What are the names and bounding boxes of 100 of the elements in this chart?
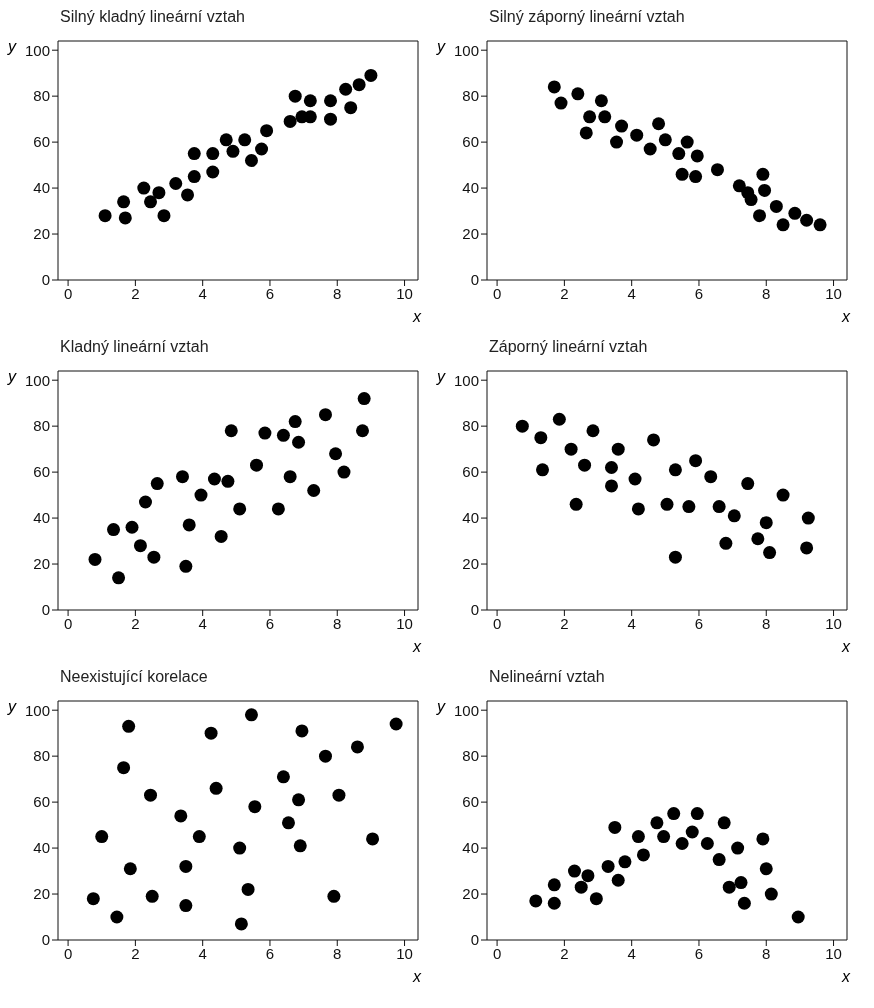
point [668, 550, 682, 564]
y-tick-label: 60 [33, 463, 50, 481]
point [689, 454, 703, 468]
point [288, 89, 302, 103]
y-tick-label: 40 [462, 839, 479, 857]
point [324, 94, 338, 108]
point [668, 463, 682, 477]
point [529, 894, 543, 908]
point [759, 862, 773, 876]
x-tick-label: 0 [63, 944, 73, 962]
x-axis-title: x [842, 638, 850, 656]
x-tick-label: 2 [560, 944, 569, 962]
point [276, 428, 290, 442]
x-tick-label: 8 [333, 284, 342, 302]
point [581, 869, 595, 883]
y-tick-label: 80 [462, 417, 479, 435]
y-axis-title: y [437, 38, 445, 56]
point [221, 474, 235, 488]
point [744, 193, 758, 207]
point [690, 807, 704, 821]
point [233, 502, 247, 516]
y-tick-label: 20 [462, 555, 479, 573]
point [144, 788, 158, 802]
x-tick-label: 0 [63, 284, 73, 302]
point [206, 147, 220, 161]
point [547, 896, 561, 910]
point [776, 218, 790, 232]
point [643, 142, 657, 156]
point [675, 836, 689, 850]
point [86, 892, 100, 906]
x-tick-label: 4 [198, 284, 207, 302]
point [98, 209, 112, 223]
point [206, 165, 220, 179]
point [758, 183, 772, 197]
point [283, 470, 297, 484]
point [288, 415, 302, 429]
point [618, 855, 632, 869]
point [704, 470, 718, 484]
point [608, 820, 622, 834]
point [244, 154, 258, 167]
point [586, 424, 600, 438]
y-tick-label: 20 [33, 885, 50, 903]
point [271, 502, 285, 516]
x-tick-label: 2 [560, 284, 569, 302]
point [179, 859, 193, 873]
y-tick-label: 0 [41, 931, 50, 949]
x-tick-label: 10 [825, 944, 842, 962]
point [110, 910, 124, 924]
x-tick-label: 6 [694, 614, 704, 632]
y-tick-label: 80 [33, 747, 50, 765]
y-tick-label: 80 [33, 87, 50, 105]
point [552, 412, 566, 426]
point [675, 167, 689, 181]
point [610, 135, 624, 149]
y-axis-title: y [437, 368, 445, 386]
point [292, 435, 306, 449]
point [628, 472, 642, 486]
point [579, 126, 593, 140]
point [604, 461, 618, 475]
x-tick-label: 10 [396, 284, 413, 302]
point [611, 442, 625, 456]
x-tick-label: 8 [762, 614, 771, 632]
point [689, 170, 703, 184]
point [234, 917, 248, 931]
point [791, 910, 805, 924]
point [753, 209, 767, 223]
point [712, 853, 726, 867]
point [574, 880, 588, 894]
point [122, 719, 136, 733]
point [652, 117, 666, 131]
point [250, 458, 264, 472]
point [731, 841, 745, 855]
y-tick-label: 0 [470, 271, 479, 289]
y-axis-title: y [8, 698, 16, 716]
point [389, 717, 403, 731]
chart-title: Záporný lineární vztah [489, 338, 649, 357]
point [107, 523, 121, 537]
x-tick-label: 2 [131, 944, 140, 962]
point [569, 497, 583, 511]
point [650, 816, 664, 830]
x-tick-label: 4 [627, 284, 636, 302]
point [536, 463, 550, 477]
y-tick-label: 60 [33, 133, 50, 151]
point [147, 550, 161, 564]
x-tick-label: 4 [627, 614, 636, 632]
point [741, 477, 755, 491]
point [194, 488, 208, 502]
point [350, 740, 364, 754]
point [751, 532, 765, 546]
x-tick-label: 0 [492, 614, 502, 632]
point [214, 529, 228, 543]
x-tick-label: 6 [265, 284, 275, 302]
point [123, 862, 137, 876]
point [318, 408, 332, 422]
point [801, 511, 815, 525]
y-axis-title: y [8, 38, 16, 56]
x-tick-label: 0 [492, 284, 502, 302]
chart-title: Neexistující korelace [60, 668, 209, 687]
point [344, 101, 358, 115]
point [157, 209, 171, 223]
